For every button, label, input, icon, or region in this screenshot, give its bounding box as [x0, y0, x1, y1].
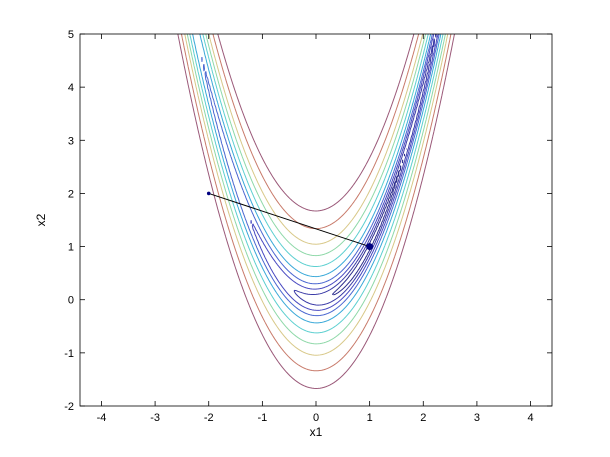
y-axis-title: x2	[34, 213, 48, 226]
x-tick-label: 4	[527, 412, 533, 424]
contour-line	[201, 34, 440, 317]
x-tick-label: 0	[313, 412, 319, 424]
contour-line	[184, 34, 449, 356]
contour-line	[192, 34, 442, 324]
y-tick-label: 0	[68, 295, 74, 307]
y-tick-label: 1	[68, 242, 74, 254]
x-tick-label: 3	[474, 412, 480, 424]
series-line	[208, 192, 370, 248]
x-tick-label: -2	[204, 412, 214, 424]
series-layer	[206, 191, 374, 251]
x-tick-label: -3	[150, 412, 160, 424]
x-tick-label: 1	[367, 412, 373, 424]
contour-line	[180, 34, 452, 372]
x-tick-label: -4	[97, 412, 107, 424]
y-tick-label: 2	[68, 188, 74, 200]
x-tick-label: 2	[420, 412, 426, 424]
start-point-marker	[206, 191, 211, 196]
contour-line	[186, 34, 446, 345]
contour-line	[331, 148, 407, 296]
end-point-marker	[366, 243, 374, 251]
contour-lines	[177, 34, 455, 389]
contour-line	[177, 34, 455, 389]
contour-line	[250, 34, 439, 311]
x-axis-title: x1	[310, 425, 323, 439]
axes-background	[80, 34, 552, 406]
y-tick-label: -2	[64, 401, 74, 413]
contour-line	[293, 34, 437, 306]
x-tick-label: -1	[257, 412, 267, 424]
contour-line	[189, 34, 444, 334]
y-tick-label: 4	[68, 82, 74, 94]
y-tick-label: 5	[68, 29, 74, 41]
tick-marks: -4 -3 -2 -1 0 1 2 3 4 -2 -1 0 1 2 3 4 5	[64, 29, 552, 424]
y-tick-label: -1	[64, 348, 74, 360]
y-tick-label: 3	[68, 135, 74, 147]
